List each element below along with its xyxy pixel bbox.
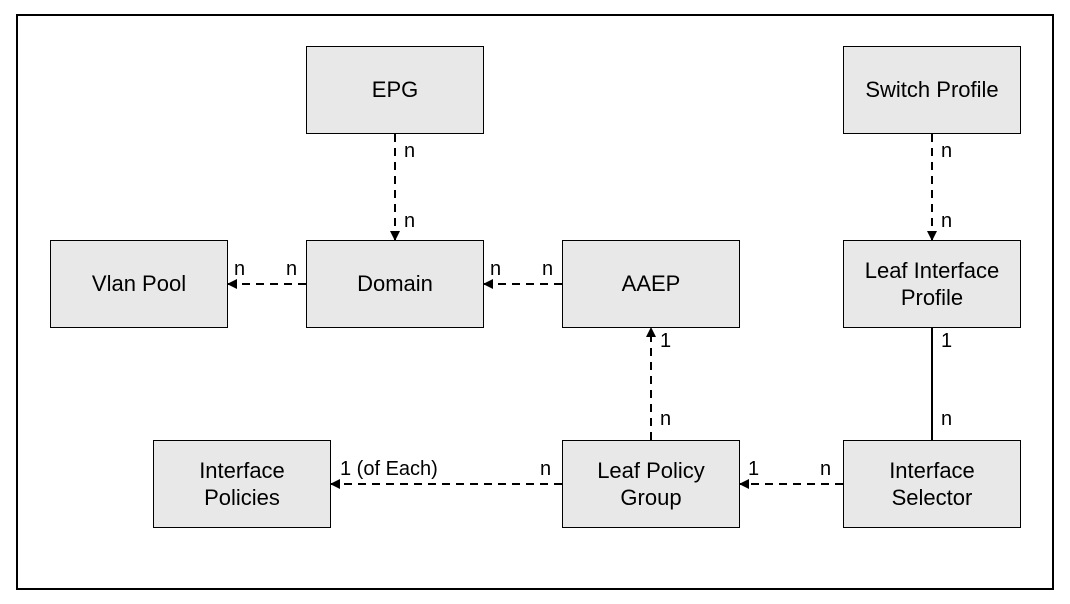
- edge-label-switchp-lifp-1: n: [941, 210, 952, 233]
- edge-label-epg-domain-1: n: [404, 210, 415, 233]
- edge-label-lpg-aaep-1: 1: [660, 330, 671, 353]
- edge-label-lifp-ifsel-1: n: [941, 408, 952, 431]
- edge-label-lpg-aaep-0: n: [660, 408, 671, 431]
- node-vlan-pool: Vlan Pool: [50, 240, 228, 328]
- edge-label-switchp-lifp-0: n: [941, 140, 952, 163]
- edge-label-lifp-ifsel-0: 1: [941, 330, 952, 353]
- edge-label-aaep-domain-1: n: [542, 258, 553, 281]
- node-leaf-policy-group: Leaf Policy Group: [562, 440, 740, 528]
- node-leaf-interface-profile: Leaf Interface Profile: [843, 240, 1021, 328]
- edge-label-aaep-domain-0: n: [490, 258, 501, 281]
- node-interface-selector: Interface Selector: [843, 440, 1021, 528]
- node-epg: EPG: [306, 46, 484, 134]
- node-domain: Domain: [306, 240, 484, 328]
- edge-label-ifsel-lpg-0: n: [820, 458, 831, 481]
- edge-label-domain-vlanpool-0: n: [234, 258, 245, 281]
- edge-label-lpg-ifpol-1: 1 (of Each): [340, 458, 438, 481]
- diagram-canvas: EPG Switch Profile Vlan Pool Domain AAEP…: [0, 0, 1070, 604]
- node-aaep: AAEP: [562, 240, 740, 328]
- edge-label-lpg-ifpol-0: n: [540, 458, 551, 481]
- edge-label-ifsel-lpg-1: 1: [748, 458, 759, 481]
- node-switch-profile: Switch Profile: [843, 46, 1021, 134]
- edge-label-epg-domain-0: n: [404, 140, 415, 163]
- edge-label-domain-vlanpool-1: n: [286, 258, 297, 281]
- node-interface-policies: Interface Policies: [153, 440, 331, 528]
